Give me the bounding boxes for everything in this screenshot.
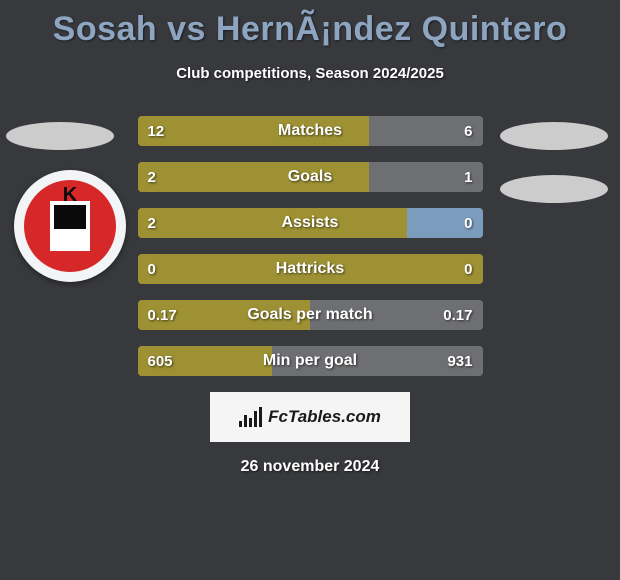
stat-label: Hattricks	[138, 254, 483, 284]
stat-label: Assists	[138, 208, 483, 238]
bar-chart-icon	[239, 407, 262, 427]
brand-text: FcTables.com	[268, 407, 381, 427]
stat-row: 20Assists	[138, 208, 483, 238]
stat-bars: 126Matches 21Goals 20Assists 00Hattricks 0.1…	[138, 116, 483, 376]
player-right-placeholder-1	[500, 122, 608, 150]
stat-row: 0.170.17Goals per match	[138, 300, 483, 330]
stat-row: 00Hattricks	[138, 254, 483, 284]
club-badge-graphic	[50, 201, 90, 251]
stat-row: 21Goals	[138, 162, 483, 192]
player-left-placeholder	[6, 122, 114, 150]
comparison-title: Sosah vs HernÃ¡ndez Quintero	[0, 0, 620, 49]
snapshot-date: 26 november 2024	[0, 458, 620, 476]
brand-logo[interactable]: FcTables.com	[210, 392, 410, 442]
club-badge	[14, 170, 126, 282]
club-badge-inner	[24, 180, 116, 272]
stat-row: 605931Min per goal	[138, 346, 483, 376]
stat-label: Matches	[138, 116, 483, 146]
player-right-placeholder-2	[500, 175, 608, 203]
comparison-subtitle: Club competitions, Season 2024/2025	[0, 65, 620, 82]
stat-label: Goals per match	[138, 300, 483, 330]
stat-row: 126Matches	[138, 116, 483, 146]
stat-label: Goals	[138, 162, 483, 192]
stat-label: Min per goal	[138, 346, 483, 376]
